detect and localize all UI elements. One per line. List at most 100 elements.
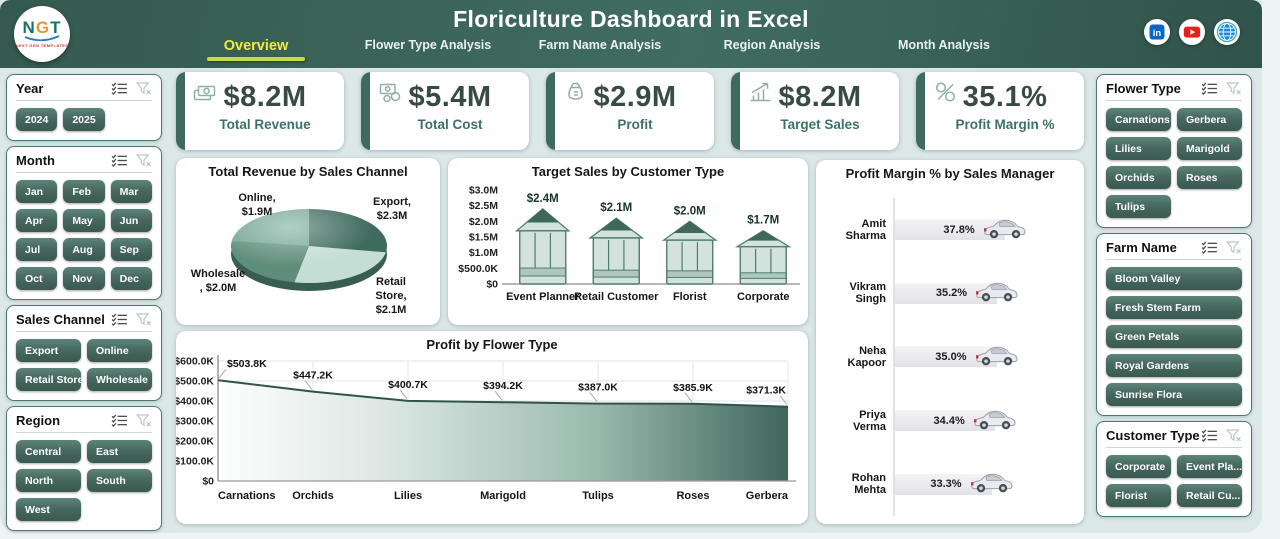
slicer-option-jun[interactable]: Jun xyxy=(110,209,152,232)
slicer-option-fresh-stem-farm[interactable]: Fresh Stem Farm xyxy=(1106,296,1242,319)
clear-filter-icon[interactable] xyxy=(136,414,152,427)
kpi-card-total-revenue: $8.2M Total Revenue xyxy=(176,72,344,150)
tab-region-analysis[interactable]: Region Analysis xyxy=(686,38,858,66)
slicer-option-event-pla[interactable]: Event Pla... xyxy=(1177,455,1242,478)
slicer-option-2024[interactable]: 2024 xyxy=(16,108,58,131)
slicer-option-west[interactable]: West xyxy=(16,498,81,521)
left-filter-sidebar: Year 2024 2025 Month Jan Feb Mar Apr May Jun Jul Au… xyxy=(6,74,162,531)
bar-value-label: 34.4% xyxy=(933,414,965,427)
slicer-option-may[interactable]: May xyxy=(63,209,105,232)
slicer-option-marigold[interactable]: Marigold xyxy=(1177,137,1242,160)
slicer-option-2025[interactable]: 2025 xyxy=(63,108,105,131)
svg-text:$3.0M: $3.0M xyxy=(469,185,498,197)
clear-filter-icon[interactable] xyxy=(136,313,152,326)
tab-bar: Overview Flower Type Analysis Farm Name An… xyxy=(170,38,1030,66)
slicer-option-nov[interactable]: Nov xyxy=(63,267,105,290)
slicer-option-retail-cu[interactable]: Retail Cu... xyxy=(1177,484,1242,507)
manager-row-amit-sharma: Amit Sharma 37.8% xyxy=(826,198,1078,262)
slicer-header: Sales Channel xyxy=(16,312,152,332)
slicer-option-mar[interactable]: Mar xyxy=(110,180,152,203)
profit-margin-icon xyxy=(932,79,959,110)
category-label: Event Planner xyxy=(506,291,580,303)
globe-icon[interactable] xyxy=(1214,19,1240,45)
slicer-option-online[interactable]: Online xyxy=(87,339,152,362)
slicer-option-apr[interactable]: Apr xyxy=(16,209,58,232)
car-icon xyxy=(971,408,1017,430)
slicer-option-jan[interactable]: Jan xyxy=(16,180,58,203)
slicer-option-oct[interactable]: Oct xyxy=(16,267,58,290)
clear-filter-icon[interactable] xyxy=(1226,241,1242,254)
slicer-option-retail-store[interactable]: Retail Store xyxy=(16,368,81,391)
slicer-option-corporate[interactable]: Corporate xyxy=(1106,455,1171,478)
slicer-option-gerbera[interactable]: Gerbera xyxy=(1177,108,1242,131)
slicer-option-roses[interactable]: Roses xyxy=(1177,166,1242,189)
tab-farm-name-analysis[interactable]: Farm Name Analysis xyxy=(514,38,686,66)
category-label: Lilies xyxy=(394,490,422,502)
tab-label: Region Analysis xyxy=(723,38,821,52)
svg-text:$2.5M: $2.5M xyxy=(469,200,498,212)
clear-filter-icon[interactable] xyxy=(1226,82,1242,95)
kpi-label: Target Sales xyxy=(780,117,860,132)
kpi-value: $5.4M xyxy=(408,81,492,113)
slicer-header: Region xyxy=(16,413,152,433)
slicer-option-central[interactable]: Central xyxy=(16,440,81,463)
clear-filter-icon[interactable] xyxy=(136,154,152,167)
kpi-label: Profit xyxy=(617,117,653,132)
car-icon xyxy=(973,410,1016,429)
slicer-customer-type: Customer Type Corporate Event Pla... Floris… xyxy=(1096,421,1252,517)
bar-value-label: $2.0M xyxy=(674,205,706,217)
slicer-option-jul[interactable]: Jul xyxy=(16,238,58,261)
bar-value-label: $2.4M xyxy=(527,193,559,205)
slicer-option-florist[interactable]: Florist xyxy=(1106,484,1171,507)
kpi-accent-bar xyxy=(361,72,370,150)
multi-select-icon[interactable] xyxy=(111,313,128,326)
active-tab-underline xyxy=(207,57,305,61)
revenue-icon xyxy=(192,79,219,110)
cost-icon xyxy=(377,79,404,110)
clear-filter-icon[interactable] xyxy=(136,82,152,95)
car-icon xyxy=(976,283,1018,302)
slicer-option-green-petals[interactable]: Green Petals xyxy=(1106,325,1242,348)
manager-row-priya-verma: Priya Verma 34.4% xyxy=(826,388,1078,453)
tab-overview[interactable]: Overview xyxy=(170,38,342,66)
slicer-option-north[interactable]: North xyxy=(16,469,81,492)
slicer-option-orchids[interactable]: Orchids xyxy=(1106,166,1171,189)
multi-select-icon[interactable] xyxy=(1201,82,1218,95)
chart-title: Total Revenue by Sales Channel xyxy=(208,164,408,179)
linkedin-icon[interactable]: in xyxy=(1144,19,1170,45)
slicer-option-wholesale[interactable]: Wholesale xyxy=(87,368,152,391)
slicer-option-sunrise-flora[interactable]: Sunrise Flora xyxy=(1106,383,1242,406)
clear-filter-icon[interactable] xyxy=(1226,429,1242,442)
slicer-option-sep[interactable]: Sep xyxy=(110,238,152,261)
category-label: Marigold xyxy=(480,490,526,502)
multi-select-icon[interactable] xyxy=(1201,241,1218,254)
slicer-option-lilies[interactable]: Lilies xyxy=(1106,137,1171,160)
point-value-label: $387.0K xyxy=(578,382,618,394)
logo-subtext: NEXT GEN TEMPLATES xyxy=(15,42,69,48)
page-title: Floriculture Dashboard in Excel xyxy=(453,6,809,32)
slicer-option-feb[interactable]: Feb xyxy=(63,180,105,203)
tab-month-analysis[interactable]: Month Analysis xyxy=(858,38,1030,66)
multi-select-icon[interactable] xyxy=(111,154,128,167)
slicer-option-tulips[interactable]: Tulips xyxy=(1106,195,1171,218)
profit-icon xyxy=(562,79,589,110)
slicer-option-east[interactable]: East xyxy=(87,440,152,463)
point-value-label: $371.3K xyxy=(746,385,786,397)
slicer-option-dec[interactable]: Dec xyxy=(110,267,152,290)
slicer-option-royal-gardens[interactable]: Royal Gardens xyxy=(1106,354,1242,377)
slicer-option-export[interactable]: Export xyxy=(16,339,81,362)
tab-flower-type-analysis[interactable]: Flower Type Analysis xyxy=(342,38,514,66)
slicer-option-south[interactable]: South xyxy=(87,469,152,492)
manager-name: Vikram Singh xyxy=(849,281,887,306)
youtube-icon[interactable] xyxy=(1179,19,1205,45)
car-icon xyxy=(975,346,1018,366)
slicer-option-carnations[interactable]: Carnations xyxy=(1106,108,1171,131)
svg-text:$0: $0 xyxy=(486,279,498,291)
multi-select-icon[interactable] xyxy=(111,82,128,95)
multi-select-icon[interactable] xyxy=(111,414,128,427)
slicer-option-aug[interactable]: Aug xyxy=(63,238,105,261)
multi-select-icon[interactable] xyxy=(1201,429,1218,442)
slicer-flower-type: Flower Type Carnations Gerbera Lilies Marigo… xyxy=(1096,74,1252,228)
point-value-label: $503.8K xyxy=(227,358,267,370)
slicer-option-bloom-valley[interactable]: Bloom Valley xyxy=(1106,267,1242,290)
